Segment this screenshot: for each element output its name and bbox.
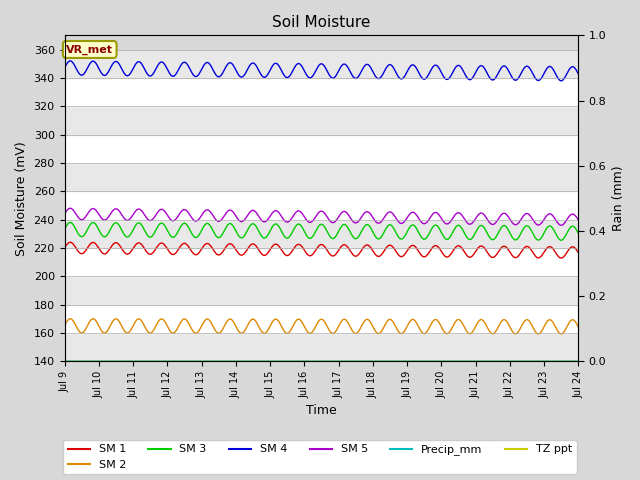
SM 2 bbox=[100, 330, 108, 336]
SM 2 bbox=[575, 324, 582, 330]
SM 5 bbox=[100, 217, 108, 223]
TZ ppt bbox=[278, 359, 286, 364]
SM 3 bbox=[61, 227, 68, 232]
SM 5 bbox=[575, 217, 582, 223]
SM 1 bbox=[575, 250, 582, 255]
SM 2 bbox=[67, 316, 74, 322]
X-axis label: Time: Time bbox=[306, 404, 337, 417]
SM 4 bbox=[299, 65, 307, 71]
SM 3 bbox=[575, 230, 582, 236]
Precip_mm bbox=[278, 359, 286, 364]
Bar bbox=[65, 49, 579, 78]
SM 3 bbox=[290, 227, 298, 233]
SM 1 bbox=[279, 249, 287, 255]
Bar bbox=[65, 191, 579, 219]
Y-axis label: Rain (mm): Rain (mm) bbox=[612, 166, 625, 231]
Y-axis label: Soil Moisture (mV): Soil Moisture (mV) bbox=[15, 141, 28, 256]
SM 1 bbox=[100, 251, 108, 257]
SM 2 bbox=[353, 330, 361, 336]
SM 5 bbox=[122, 216, 129, 222]
SM 3 bbox=[100, 234, 108, 240]
Bar bbox=[65, 134, 579, 163]
SM 4 bbox=[353, 75, 361, 81]
SM 4 bbox=[100, 72, 108, 78]
Precip_mm bbox=[298, 359, 306, 364]
Line: SM 1: SM 1 bbox=[65, 242, 579, 258]
Legend: SM 1, SM 2, SM 3, SM 4, SM 5, Precip_mm, TZ ppt: SM 1, SM 2, SM 3, SM 4, SM 5, Precip_mm,… bbox=[63, 440, 577, 474]
SM 1 bbox=[299, 245, 307, 251]
SM 3 bbox=[67, 219, 74, 225]
SM 3 bbox=[353, 235, 361, 241]
SM 3 bbox=[122, 233, 129, 239]
SM 4 bbox=[575, 71, 582, 77]
SM 5 bbox=[67, 205, 74, 211]
SM 5 bbox=[290, 213, 298, 218]
SM 1 bbox=[353, 253, 361, 259]
Bar bbox=[65, 78, 579, 106]
Line: SM 5: SM 5 bbox=[65, 208, 579, 225]
Bar bbox=[65, 163, 579, 191]
SM 5 bbox=[299, 211, 307, 217]
Precip_mm bbox=[575, 359, 582, 364]
Text: VR_met: VR_met bbox=[67, 44, 113, 55]
SM 3 bbox=[557, 237, 565, 243]
SM 3 bbox=[299, 226, 307, 231]
SM 1 bbox=[61, 245, 68, 251]
SM 3 bbox=[279, 231, 287, 237]
SM 1 bbox=[122, 251, 129, 256]
Line: SM 3: SM 3 bbox=[65, 222, 579, 240]
Line: SM 4: SM 4 bbox=[65, 61, 579, 81]
Title: Soil Moisture: Soil Moisture bbox=[272, 15, 371, 30]
SM 5 bbox=[557, 222, 565, 228]
SM 1 bbox=[67, 240, 74, 245]
SM 2 bbox=[290, 322, 298, 328]
Line: SM 2: SM 2 bbox=[65, 319, 579, 334]
Bar bbox=[65, 304, 579, 333]
SM 2 bbox=[299, 321, 307, 326]
Bar bbox=[65, 276, 579, 304]
Precip_mm bbox=[353, 359, 361, 364]
Precip_mm bbox=[61, 359, 68, 364]
SM 4 bbox=[61, 65, 68, 71]
Precip_mm bbox=[289, 359, 297, 364]
TZ ppt bbox=[298, 359, 306, 364]
Precip_mm bbox=[122, 359, 129, 364]
SM 2 bbox=[122, 329, 129, 335]
TZ ppt bbox=[289, 359, 297, 364]
SM 4 bbox=[279, 70, 287, 76]
TZ ppt bbox=[353, 359, 361, 364]
SM 4 bbox=[290, 67, 298, 72]
SM 5 bbox=[61, 211, 68, 217]
Bar bbox=[65, 219, 579, 248]
SM 2 bbox=[279, 326, 287, 332]
SM 4 bbox=[557, 78, 565, 84]
SM 4 bbox=[67, 58, 74, 64]
Bar bbox=[65, 106, 579, 134]
SM 4 bbox=[122, 72, 129, 78]
SM 2 bbox=[557, 331, 565, 337]
Precip_mm bbox=[100, 359, 108, 364]
SM 2 bbox=[61, 323, 68, 329]
TZ ppt bbox=[122, 359, 129, 364]
SM 5 bbox=[279, 216, 287, 221]
TZ ppt bbox=[61, 359, 68, 364]
Bar bbox=[65, 333, 579, 361]
Bar bbox=[65, 248, 579, 276]
TZ ppt bbox=[100, 359, 108, 364]
SM 1 bbox=[557, 255, 565, 261]
SM 5 bbox=[353, 219, 361, 225]
TZ ppt bbox=[575, 359, 582, 364]
SM 1 bbox=[290, 246, 298, 252]
